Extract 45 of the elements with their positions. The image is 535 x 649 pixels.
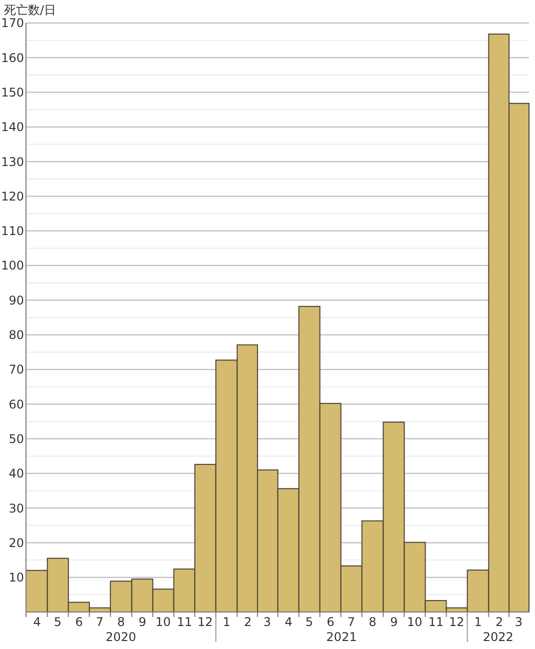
y-tick-label: 40 [8, 466, 24, 481]
x-tick-label: 6 [326, 615, 334, 629]
y-tick-label: 130 [1, 154, 24, 169]
x-tick-label: 7 [347, 615, 356, 629]
y-tick-label: 50 [8, 432, 24, 446]
x-tick-label: 12 [198, 615, 213, 629]
x-tick-label: 2 [244, 615, 252, 629]
x-tick-label: 9 [390, 615, 398, 629]
y-tick-label: 30 [8, 501, 24, 516]
y-tick-label: 90 [8, 293, 24, 308]
x-tick-label: 5 [305, 615, 314, 629]
x-tick-label: 4 [284, 615, 292, 629]
y-axis-title: 死亡数/日 [4, 3, 56, 17]
x-tick-label: 4 [33, 615, 41, 629]
y-tick-label: 150 [1, 85, 24, 100]
y-tick-label: 120 [1, 189, 24, 204]
x-tick-label: 12 [449, 615, 464, 629]
x-tick-label: 11 [176, 615, 192, 629]
x-tick-label: 1 [222, 615, 230, 629]
x-tick-label: 8 [368, 615, 376, 629]
x-tick-label: 5 [54, 615, 62, 629]
text: 2021 [326, 630, 357, 644]
y-tick-label: 170 [1, 16, 24, 30]
text: 2022 [482, 630, 514, 644]
x-tick-label: 8 [117, 615, 125, 629]
y-tick-label: 80 [8, 328, 24, 342]
x-tick-label: 3 [514, 615, 522, 629]
x-tick-label: 1 [474, 615, 482, 629]
x-tick-label: 2 [496, 615, 504, 629]
x-tick-label: 10 [155, 615, 171, 629]
y-tick-label: 20 [8, 536, 24, 550]
x-tick-label: 10 [406, 615, 422, 629]
y-tick-label: 110 [1, 224, 24, 238]
text: 2020 [106, 630, 136, 644]
y-tick-label: 10 [8, 570, 24, 585]
y-tick-label: 160 [1, 50, 24, 65]
y-tick-label: 60 [8, 397, 24, 412]
x-tick-label: 7 [96, 615, 104, 629]
y-tick-label: 100 [1, 258, 24, 273]
x-tick-label: 9 [138, 615, 146, 629]
x-tick-label: 11 [428, 615, 444, 629]
x-tick-label: 6 [75, 615, 83, 629]
y-tick-label: 70 [8, 362, 24, 377]
y-tick-label: 140 [1, 120, 24, 134]
x-tick-label: 3 [263, 615, 271, 629]
